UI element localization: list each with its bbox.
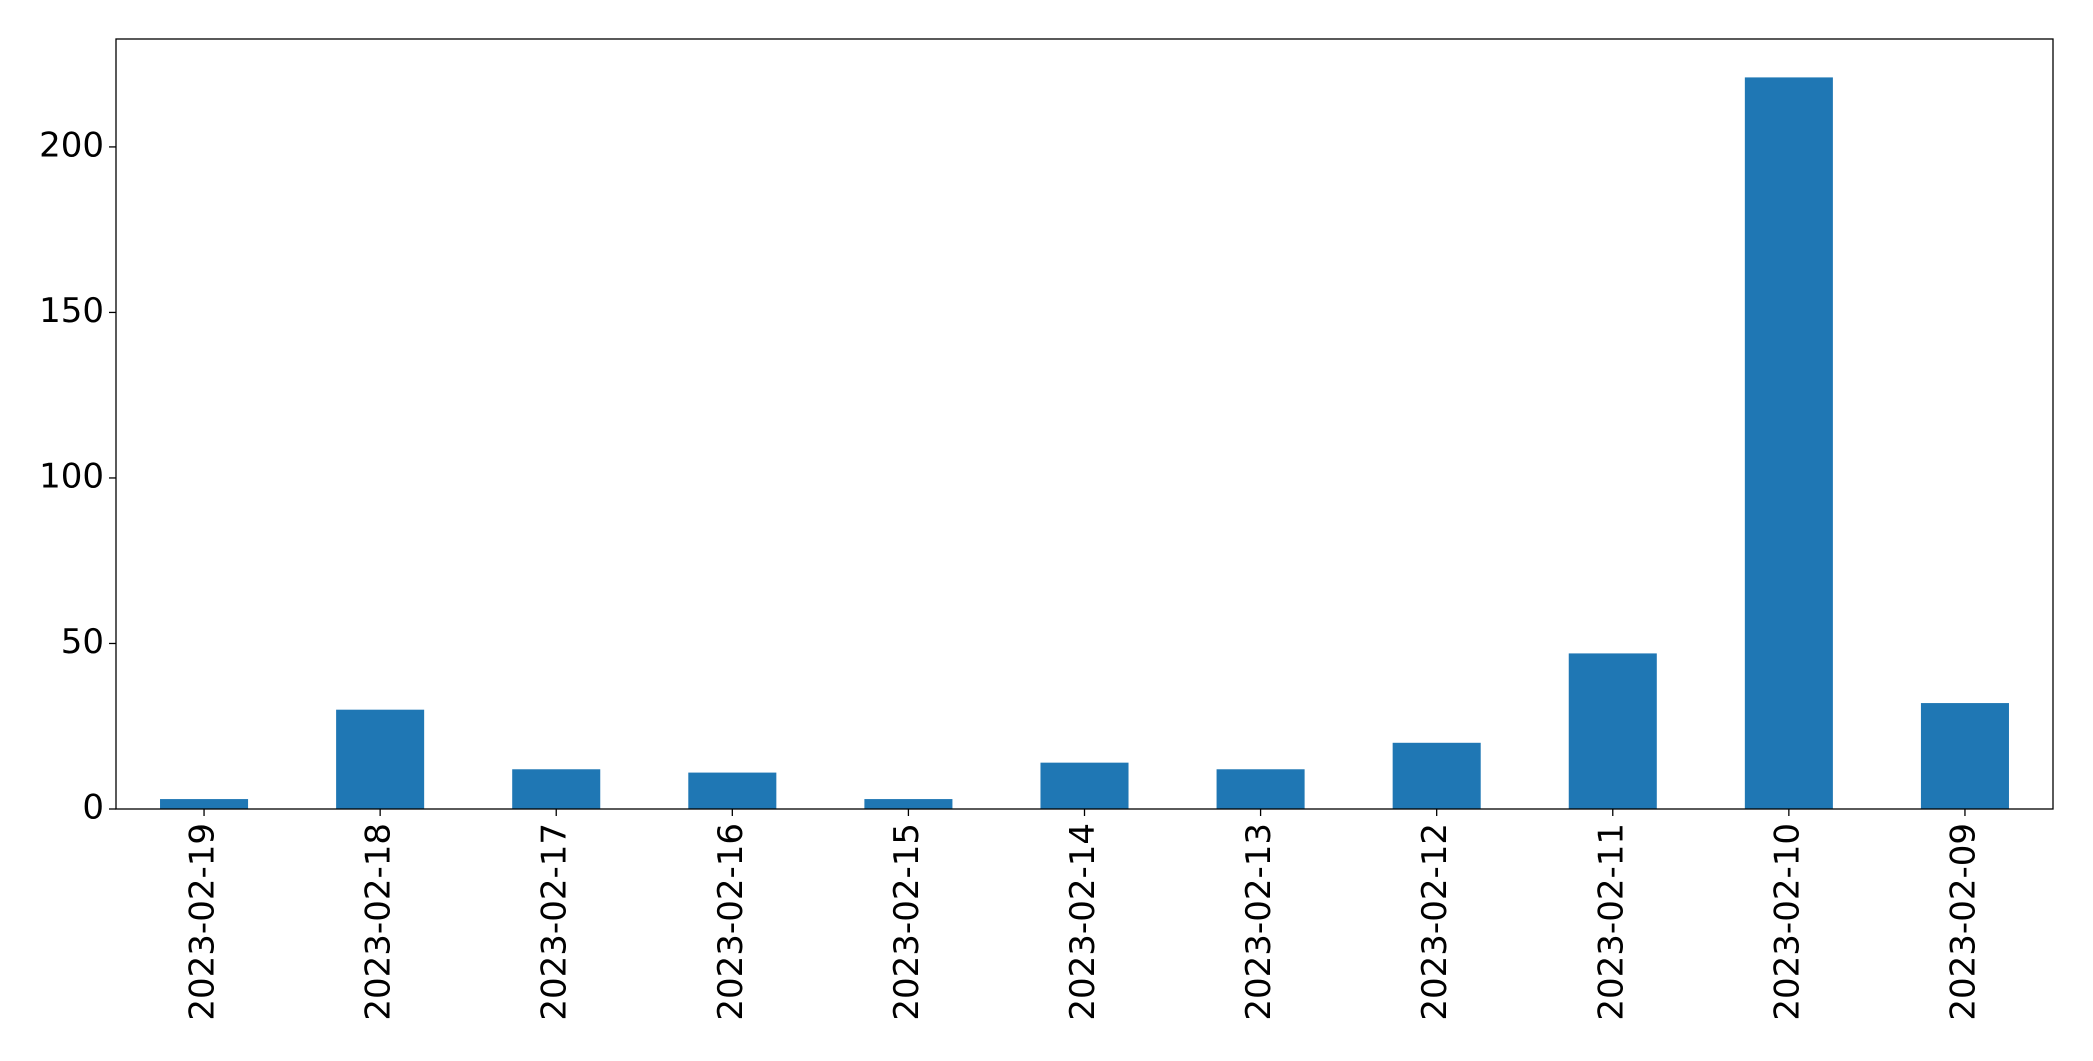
x-tick-label: 2023-02-17 <box>535 823 575 1021</box>
x-tick-label: 2023-02-13 <box>1239 823 1279 1021</box>
bar <box>1040 762 1129 809</box>
bar <box>864 799 953 809</box>
bar <box>688 772 777 809</box>
bar <box>1744 77 1833 809</box>
bar <box>1568 653 1657 809</box>
x-tick-label: 2023-02-15 <box>887 823 927 1021</box>
y-tick-label: 150 <box>39 291 104 331</box>
plot-frame <box>115 38 2054 810</box>
bar <box>1216 769 1305 809</box>
bar <box>336 709 425 809</box>
bar <box>1392 742 1481 809</box>
y-tick-label: 200 <box>39 125 104 165</box>
x-tick-label: 2023-02-19 <box>183 823 223 1021</box>
y-tick-label: 100 <box>39 456 104 496</box>
bar <box>512 769 601 809</box>
x-tick-label: 2023-02-18 <box>359 823 399 1021</box>
x-tick-label: 2023-02-16 <box>711 823 751 1021</box>
y-tick-label: 50 <box>61 622 104 662</box>
bar <box>160 799 249 809</box>
x-tick-label: 2023-02-14 <box>1063 823 1103 1021</box>
x-tick-label: 2023-02-10 <box>1767 823 1807 1021</box>
x-tick-label: 2023-02-11 <box>1591 823 1631 1021</box>
bar <box>1920 703 2009 809</box>
x-tick-label: 2023-02-12 <box>1415 823 1455 1021</box>
y-tick-label: 0 <box>82 788 104 828</box>
x-tick-label: 2023-02-09 <box>1943 823 1983 1021</box>
